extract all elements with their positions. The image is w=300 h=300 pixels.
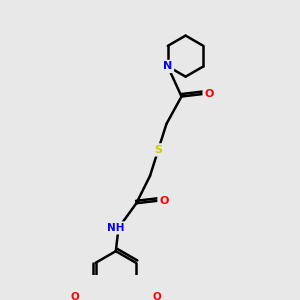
Text: O: O [152, 292, 161, 300]
Text: NH: NH [107, 223, 124, 233]
Text: O: O [159, 196, 168, 206]
Text: O: O [204, 89, 214, 99]
Text: N: N [163, 61, 172, 71]
Text: S: S [154, 145, 162, 155]
Text: O: O [71, 292, 80, 300]
